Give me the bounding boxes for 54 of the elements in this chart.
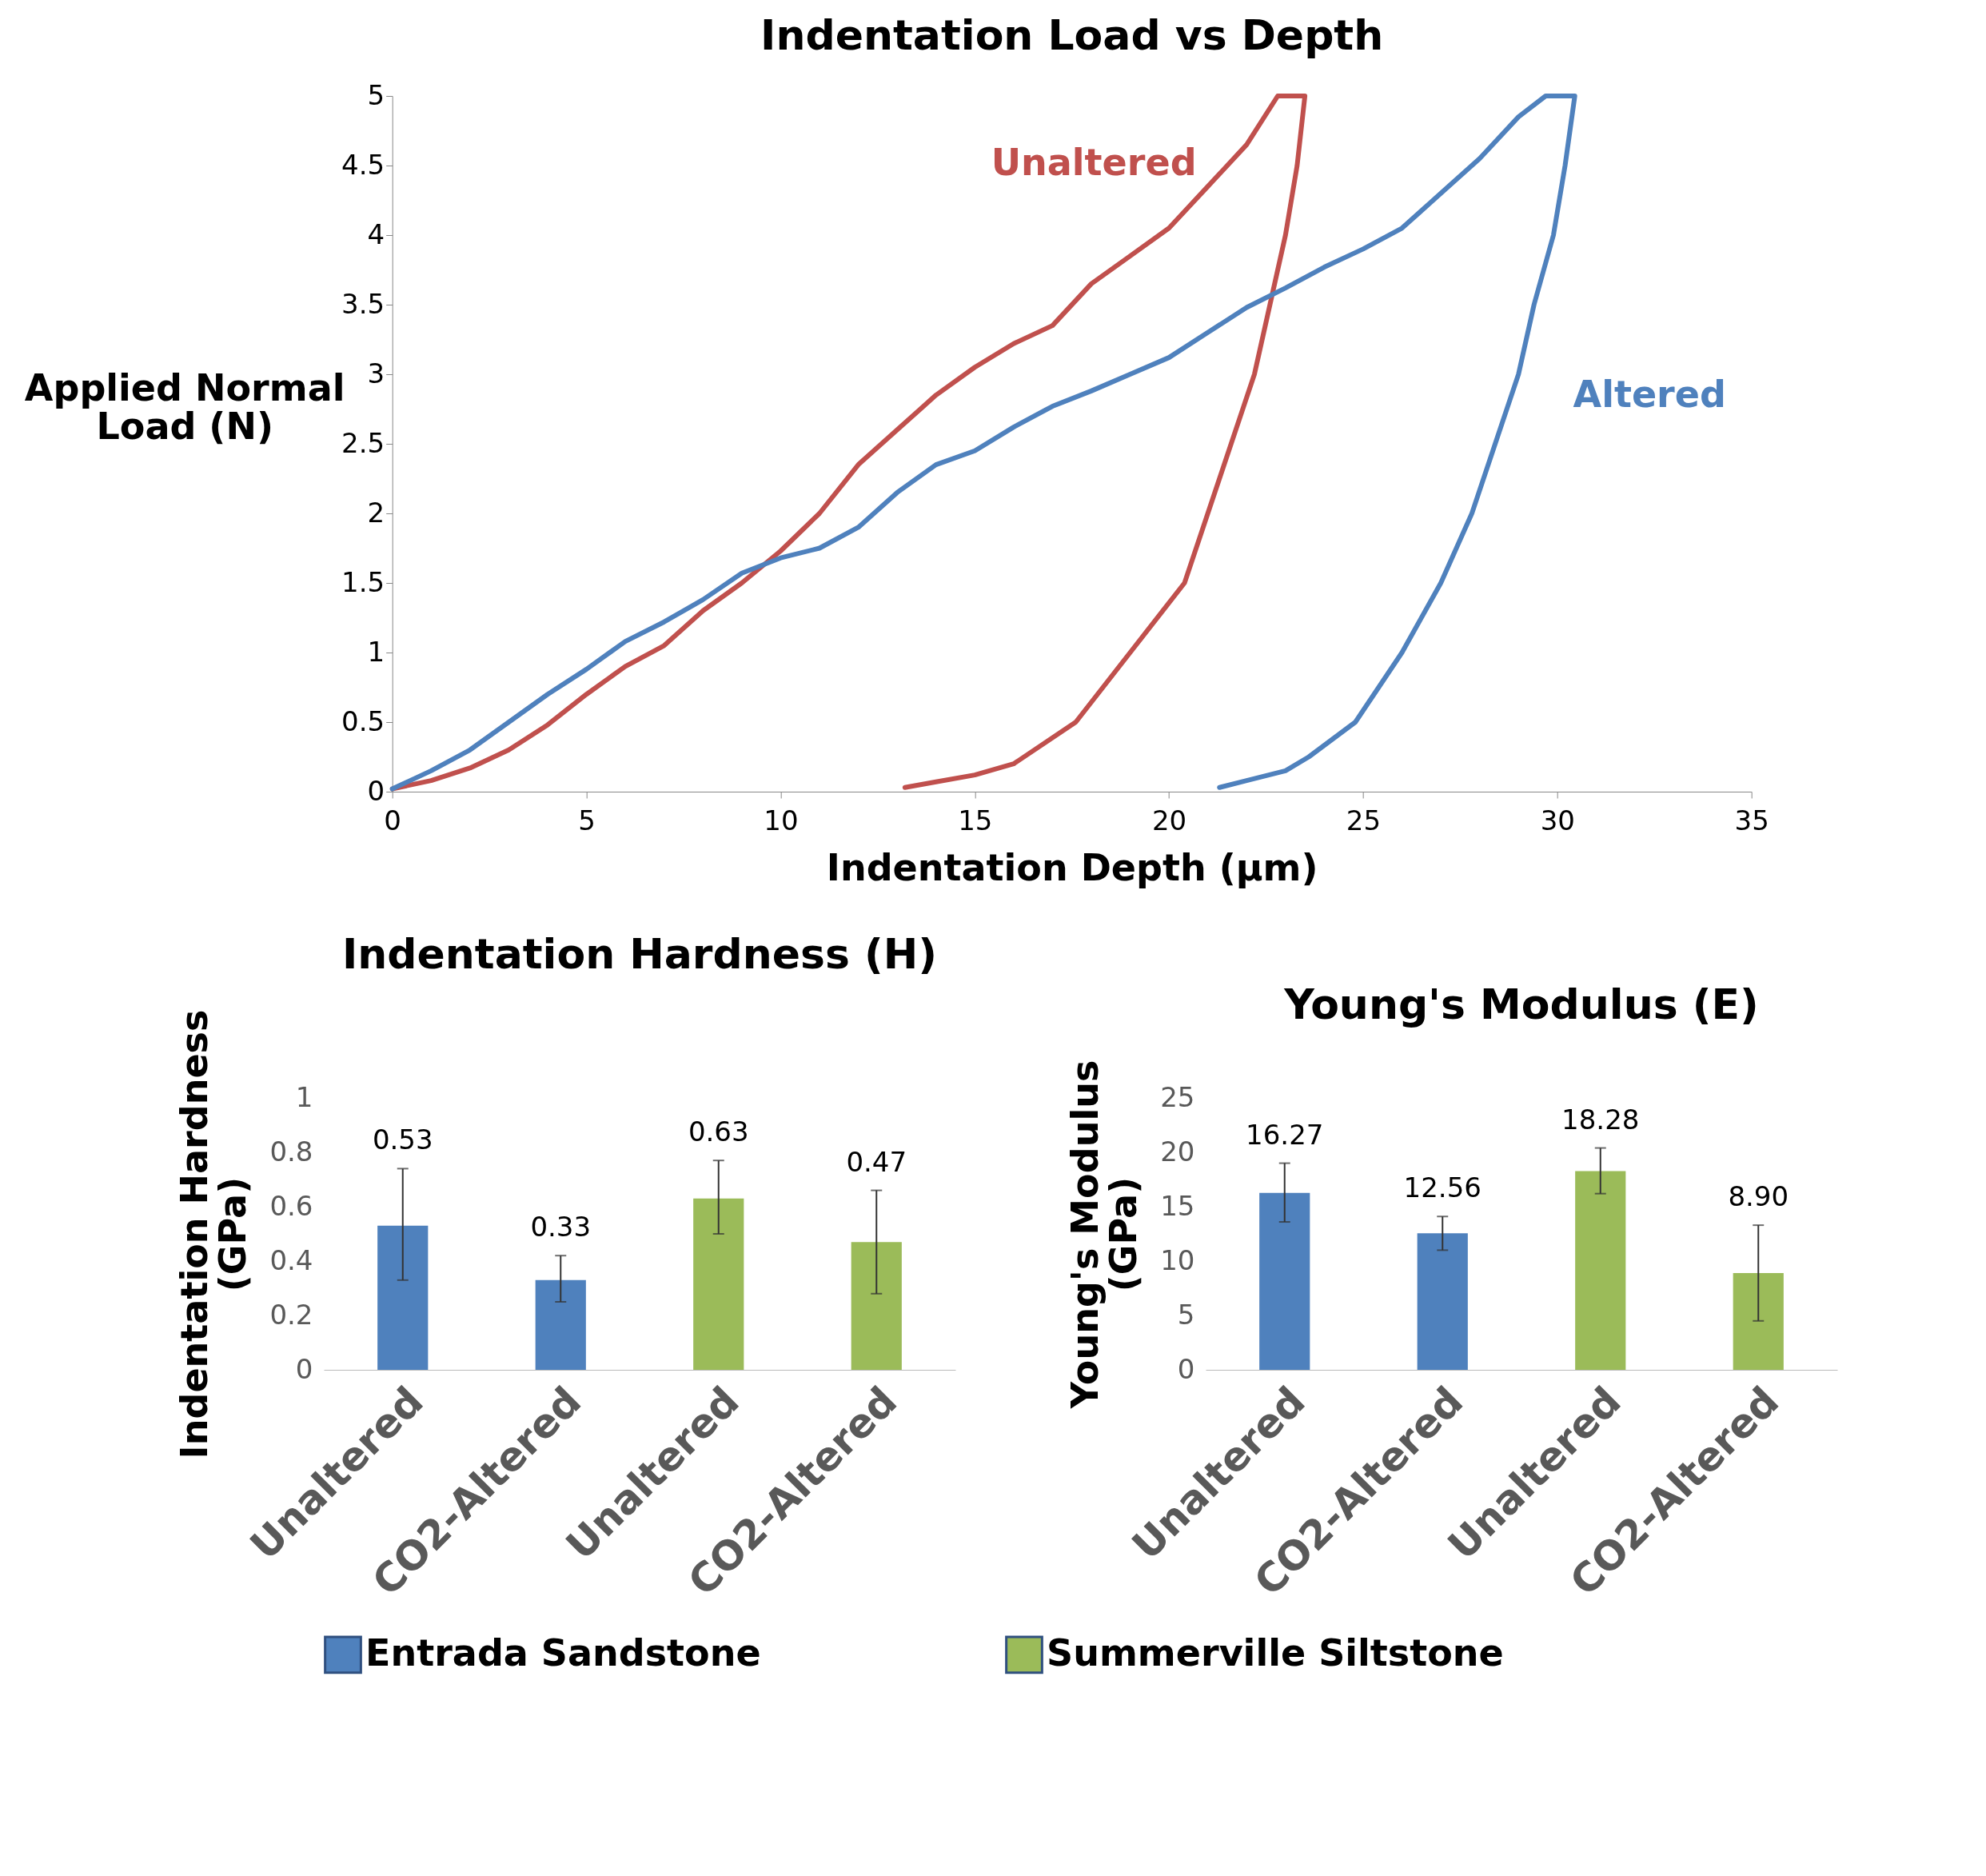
y-tick-label: 0.5 [341, 704, 385, 737]
y-tick-label: 0.4 [269, 1243, 313, 1276]
bar [377, 1225, 429, 1370]
data-label: 16.27 [1246, 1118, 1324, 1151]
data-label: 12.56 [1403, 1172, 1482, 1204]
chart-title: Indentation Hardness (H) [341, 930, 938, 979]
y-tick-label: 5 [1177, 1298, 1195, 1331]
x-tick-label: 15 [958, 804, 993, 836]
legend-label: Entrada Sandstone [365, 1631, 761, 1675]
y-tick-label: 10 [1160, 1243, 1195, 1276]
y-tick-label: 1.5 [341, 565, 385, 598]
bar [851, 1242, 902, 1370]
x-axis-title: Indentation Depth (µm) [826, 845, 1318, 889]
legend-label: Summerville Siltstone [1047, 1631, 1504, 1675]
y-tick-label: 0 [1177, 1352, 1195, 1385]
y-axis-title: Young's Modulus (GPa) [1063, 1060, 1146, 1410]
x-tick-label: 25 [1346, 804, 1382, 836]
y-tick-label: 0 [295, 1352, 313, 1385]
series-label: Unaltered [991, 141, 1197, 184]
y-axis-title: Indentation Hardness (GPa) [173, 1009, 255, 1459]
bar [1417, 1233, 1468, 1370]
y-tick-label: 0.2 [269, 1298, 313, 1331]
y-tick-label: 0 [367, 774, 385, 807]
y-tick-label: 1 [295, 1080, 313, 1113]
x-tick-label: 35 [1734, 804, 1769, 836]
data-label: 0.53 [372, 1124, 433, 1156]
y-tick-label: 3 [367, 357, 385, 389]
data-label: 0.63 [688, 1116, 749, 1148]
chart-title: Young's Modulus (E) [1283, 980, 1759, 1029]
y-tick-label: 15 [1160, 1189, 1195, 1222]
data-label: 0.33 [530, 1211, 592, 1243]
x-tick-label: 30 [1540, 804, 1575, 836]
y-tick-label: 3.5 [341, 287, 385, 320]
data-label: 8.90 [1728, 1180, 1789, 1213]
y-tick-label: 20 [1160, 1135, 1195, 1168]
bar [1733, 1272, 1784, 1370]
y-tick-label: 25 [1160, 1080, 1195, 1113]
y-tick-label: 0.6 [269, 1189, 313, 1222]
y-tick-label: 5 [367, 78, 385, 111]
data-label: 0.47 [846, 1145, 907, 1178]
data-label: 18.28 [1561, 1103, 1640, 1136]
y-tick-label: 1 [367, 635, 385, 668]
bar [1575, 1171, 1626, 1370]
x-tick-label: 10 [764, 804, 799, 836]
bar [535, 1279, 586, 1370]
chart-title: Indentation Load vs Depth [760, 11, 1384, 59]
y-tick-label: 2 [367, 496, 385, 529]
bar [1259, 1192, 1310, 1370]
series-label: Altered [1573, 373, 1726, 416]
y-tick-label: 0.8 [269, 1135, 313, 1168]
x-tick-label: 5 [578, 804, 596, 836]
bar [693, 1198, 744, 1370]
y-tick-label: 4.5 [341, 148, 385, 181]
y-tick-label: 4 [367, 218, 385, 250]
